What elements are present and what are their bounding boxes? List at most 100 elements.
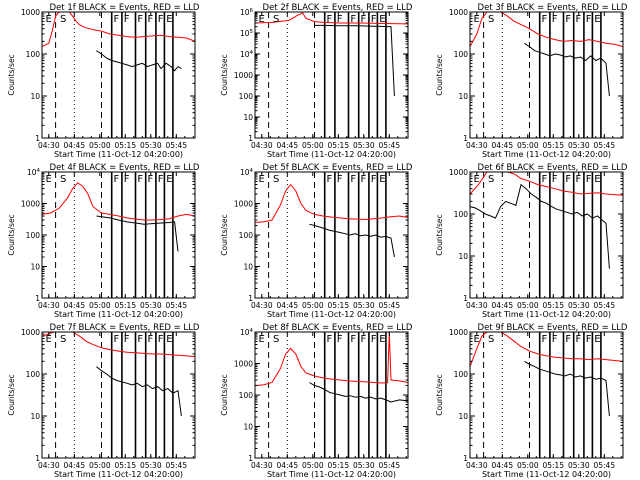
phase-label: F bbox=[565, 334, 571, 345]
panel-title: Det 2f BLACK = Events, RED = LLD bbox=[263, 3, 413, 13]
panel-title: Det 4f BLACK = Events, RED = LLD bbox=[50, 163, 200, 173]
x-tick-label: 04:45 bbox=[276, 141, 298, 150]
phase-label: E bbox=[594, 14, 600, 25]
x-tick-label: 05:30 bbox=[568, 461, 590, 470]
x-tick-label: 05:15 bbox=[327, 461, 349, 470]
x-tick-label: 04:30 bbox=[466, 301, 488, 310]
y-tick-label: 10 bbox=[243, 113, 253, 122]
phase-label: S bbox=[488, 14, 494, 25]
panel-det-1: Det 1f BLACK = Events, RED = LLD 1 10 100 10… bbox=[7, 3, 200, 159]
y-tick-label: 10 bbox=[243, 263, 253, 272]
y-tick-label: 104 bbox=[27, 168, 41, 177]
plot-frame bbox=[469, 11, 624, 139]
x-tick-label: 05:15 bbox=[327, 141, 349, 150]
phase-label: E bbox=[474, 14, 480, 25]
phase-label: F bbox=[542, 334, 548, 345]
y-axis-label: Counts/sec bbox=[7, 214, 16, 255]
panel-title: Det 6f BLACK = Events, RED = LLD bbox=[478, 163, 628, 173]
y-tick-label: 1000 bbox=[21, 8, 40, 17]
x-tick-label: 04:30 bbox=[38, 141, 60, 150]
y-tick-label: 100 bbox=[239, 231, 254, 240]
y-tick-label: 1 bbox=[248, 454, 253, 463]
phase-label: F bbox=[371, 334, 377, 345]
phase-label: F bbox=[148, 174, 154, 185]
x-tick-label: 05:15 bbox=[114, 461, 136, 470]
series-line-0 bbox=[254, 331, 409, 386]
x-tick-label: 05:00 bbox=[302, 141, 324, 150]
panel-det-4: Det 4f BLACK = Events, RED = LLD 1 10 100 10… bbox=[7, 163, 200, 319]
x-tick-label: 05:45 bbox=[593, 461, 615, 470]
phase-label: E bbox=[166, 174, 172, 185]
phase-label: F bbox=[576, 174, 582, 185]
phase-label: F bbox=[158, 14, 164, 25]
x-tick-label: 04:30 bbox=[251, 461, 273, 470]
y-tick-label: 100 bbox=[239, 391, 254, 400]
x-tick-label: 05:00 bbox=[302, 461, 324, 470]
phase-label: F bbox=[350, 14, 356, 25]
y-tick-label: 100 bbox=[454, 50, 469, 59]
phase-label: F bbox=[371, 174, 377, 185]
phase-label: F bbox=[586, 174, 592, 185]
y-tick-label: 100 bbox=[454, 210, 469, 219]
phase-label: F bbox=[327, 174, 333, 185]
x-tick-label: 04:45 bbox=[276, 301, 298, 310]
phase-label: F bbox=[337, 14, 343, 25]
x-tick-label: 04:45 bbox=[63, 141, 85, 150]
panel-det-5: Det 5f BLACK = Events, RED = LLD 1 10 100 10… bbox=[220, 163, 413, 319]
phase-label: F bbox=[576, 334, 582, 345]
x-tick-label: 05:45 bbox=[165, 301, 187, 310]
series-line-1 bbox=[309, 382, 409, 403]
series-line-1 bbox=[524, 42, 610, 97]
x-axis-label: Start Time (11-Oct-12 04:20:00) bbox=[54, 150, 183, 159]
series-line-1 bbox=[96, 50, 182, 72]
x-tick-label: 05:45 bbox=[165, 461, 187, 470]
y-axis-label: Counts/sec bbox=[220, 54, 229, 95]
phase-label: F bbox=[576, 14, 582, 25]
y-tick-label: 10 bbox=[30, 263, 40, 272]
x-tick-label: 04:45 bbox=[63, 301, 85, 310]
phase-label: F bbox=[148, 334, 154, 345]
x-tick-label: 05:45 bbox=[593, 141, 615, 150]
phase-label: F bbox=[361, 334, 367, 345]
plot-frame bbox=[41, 171, 196, 299]
phase-label: F bbox=[337, 334, 343, 345]
series-line-0 bbox=[254, 12, 409, 25]
y-tick-label: 1000 bbox=[234, 200, 253, 209]
y-tick-label: 1000 bbox=[21, 328, 40, 337]
x-tick-label: 05:45 bbox=[378, 301, 400, 310]
x-tick-label: 04:30 bbox=[466, 461, 488, 470]
x-tick-label: 05:30 bbox=[140, 141, 162, 150]
y-tick-label: 100 bbox=[26, 370, 41, 379]
series-line-1 bbox=[96, 215, 179, 252]
x-tick-label: 05:30 bbox=[140, 461, 162, 470]
y-tick-label: 1 bbox=[463, 134, 468, 143]
phase-label: E bbox=[259, 174, 265, 185]
y-tick-label: 100 bbox=[26, 231, 41, 240]
x-tick-label: 05:15 bbox=[542, 141, 564, 150]
x-tick-label: 04:30 bbox=[251, 301, 273, 310]
y-tick-label: 10 bbox=[458, 92, 468, 101]
y-tick-label: 100 bbox=[454, 370, 469, 379]
x-axis-label: Start Time (11-Oct-12 04:20:00) bbox=[267, 470, 396, 479]
phase-label: F bbox=[586, 14, 592, 25]
plot-frame bbox=[254, 331, 409, 459]
plot-frame bbox=[469, 171, 624, 299]
phase-label: E bbox=[474, 174, 480, 185]
plot-frame bbox=[41, 11, 196, 139]
x-tick-label: 05:00 bbox=[302, 301, 324, 310]
y-axis-label: Counts/sec bbox=[435, 214, 444, 255]
y-tick-label: 1 bbox=[248, 134, 253, 143]
panel-title: Det 9f BLACK = Events, RED = LLD bbox=[478, 323, 628, 333]
phase-label: S bbox=[273, 14, 279, 25]
y-tick-label: 1 bbox=[463, 454, 468, 463]
x-tick-label: 05:45 bbox=[378, 141, 400, 150]
y-tick-label: 1 bbox=[35, 134, 40, 143]
phase-label: F bbox=[350, 174, 356, 185]
phase-label: E bbox=[379, 174, 385, 185]
series-line-0 bbox=[254, 183, 409, 223]
y-axis-label: Counts/sec bbox=[435, 54, 444, 95]
x-axis-label: Start Time (11-Oct-12 04:20:00) bbox=[482, 470, 611, 479]
y-tick-label: 1000 bbox=[234, 71, 253, 80]
phase-label: F bbox=[361, 14, 367, 25]
